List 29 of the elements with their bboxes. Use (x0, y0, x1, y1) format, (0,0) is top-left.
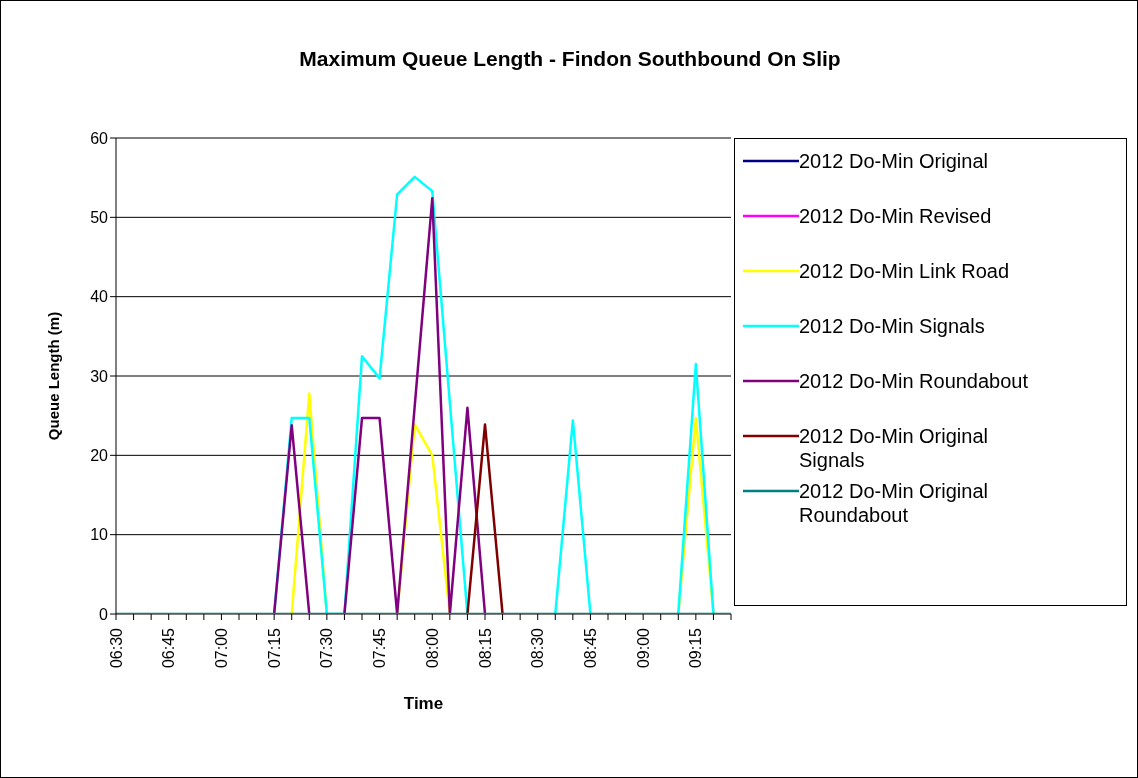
x-tick-label: 09:15 (687, 627, 705, 669)
chart-title: Maximum Queue Length - Findon Southbound On Slip (298, 47, 842, 71)
legend-label: 2012 Do-Min Original (799, 149, 989, 173)
x-tick-label: 08:45 (581, 627, 599, 669)
y-tick-label: 40 (90, 288, 109, 306)
x-tick-label: 09:00 (634, 627, 652, 669)
x-axis-title: Time (403, 694, 444, 713)
y-tick-label: 30 (90, 367, 109, 385)
x-tick-label: 07:45 (371, 627, 389, 669)
y-tick-label: 10 (90, 526, 109, 544)
x-tick-label: 07:30 (318, 627, 336, 669)
legend-label: 2012 Do-Min Link Road (799, 259, 1011, 283)
y-tick-label: 20 (90, 447, 109, 465)
legend-label: 2012 Do-Min Roundabout (799, 369, 1030, 393)
legend-label: 2012 Do-Min Signals (799, 314, 986, 338)
y-axis-title: Queue Length (m) (45, 311, 63, 441)
x-tick-label: 08:30 (529, 627, 547, 669)
legend-label: 2012 Do-Min Original Roundabout (799, 479, 989, 527)
x-tick-label: 06:45 (160, 627, 178, 669)
y-tick-label: 0 (99, 605, 109, 623)
y-tick-label: 50 (90, 209, 109, 227)
legend-label: 2012 Do-Min Revised (799, 204, 993, 228)
legend-label: 2012 Do-Min Original Signals (799, 424, 989, 472)
x-tick-label: 08:00 (423, 627, 441, 669)
y-tick-label: 60 (90, 129, 109, 147)
x-tick-label: 07:00 (212, 627, 230, 669)
x-tick-label: 06:30 (107, 627, 125, 669)
x-tick-label: 07:15 (265, 627, 283, 669)
x-tick-label: 08:15 (476, 627, 494, 669)
